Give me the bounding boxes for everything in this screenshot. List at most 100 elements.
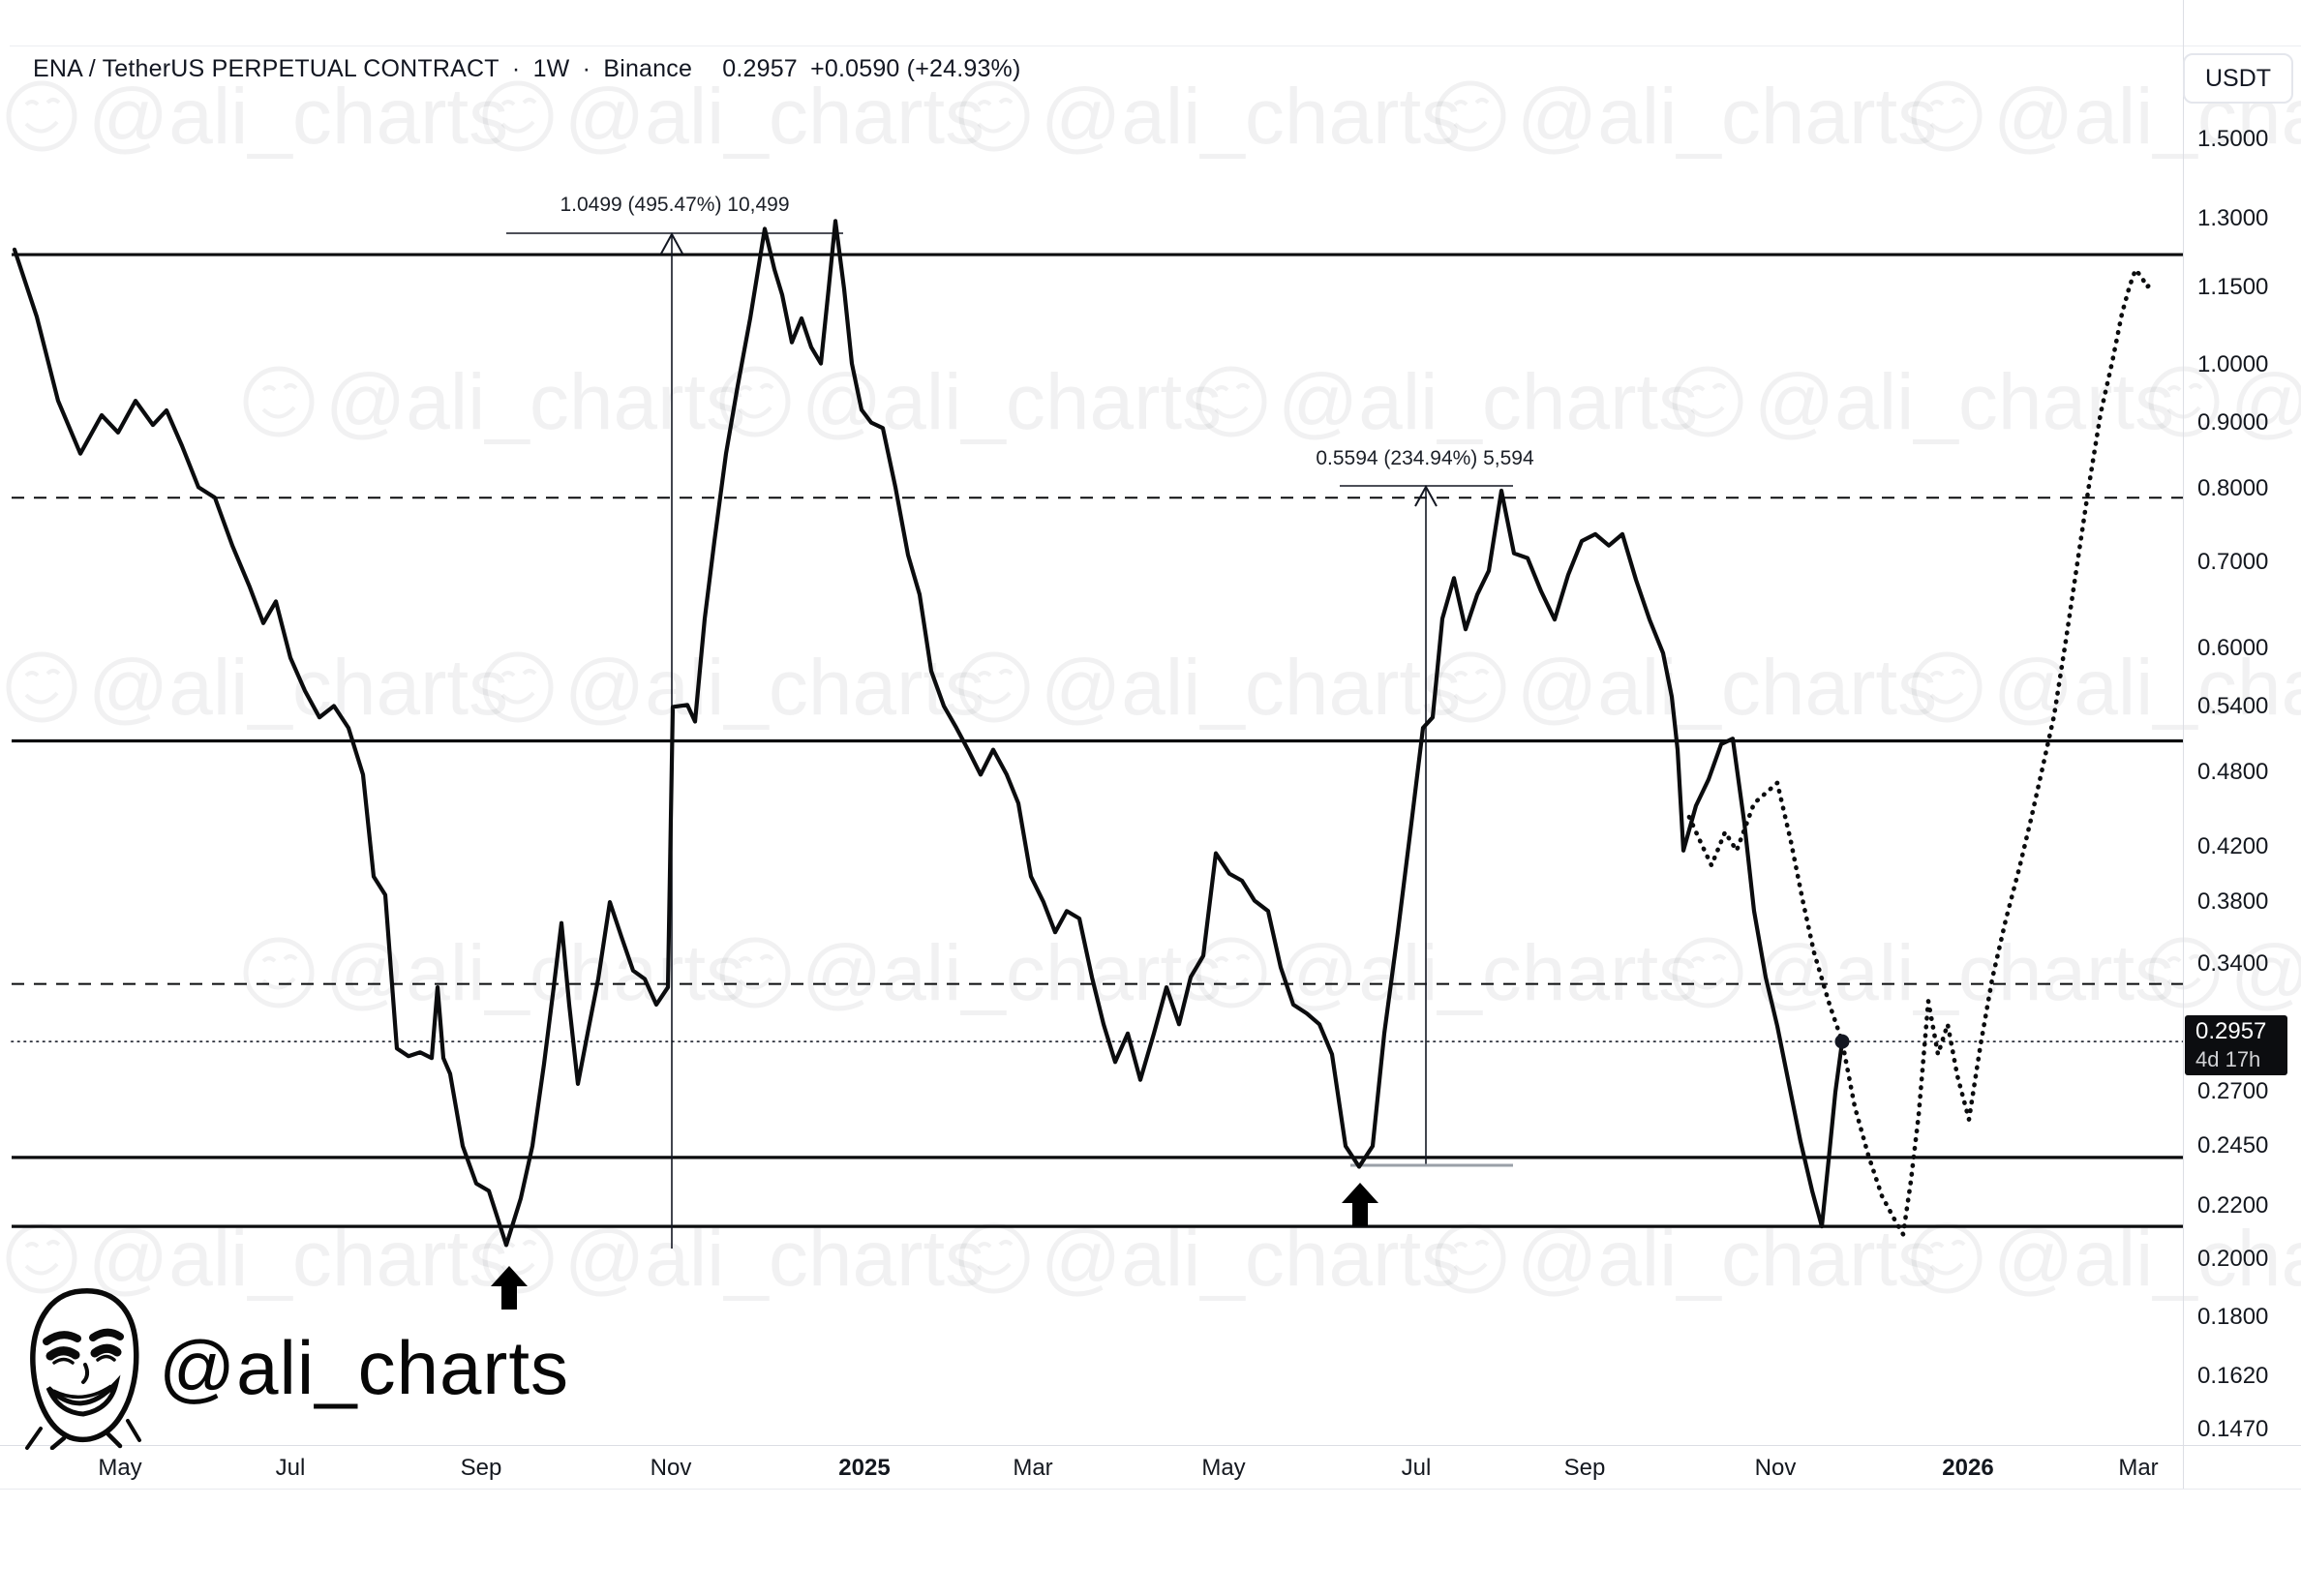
price-axis-tick[interactable]: 1.5000 [2197,126,2269,152]
svg-text:@ali_charts: @ali_charts [1993,1215,2301,1303]
watermark-tile: @ali_charts [1672,358,2174,446]
watermark-tile: @ali_charts [482,644,984,732]
svg-text:@ali_charts: @ali_charts [88,1215,508,1303]
svg-text:@ali_charts: @ali_charts [88,73,508,161]
arrow-up-marker-icon[interactable] [491,1266,528,1310]
svg-text:@ali_charts: @ali_charts [88,644,508,732]
price-line-series[interactable] [12,219,1845,1248]
watermark-tile: @ali_charts [1911,1215,2301,1303]
svg-text:@ali_charts: @ali_charts [2230,929,2301,1017]
price-axis-tick[interactable]: 1.0000 [2197,350,2269,377]
price-axis-tick[interactable]: 0.1620 [2197,1362,2269,1389]
current-price-badge[interactable]: 0.2957 4d 17h [2185,1015,2287,1075]
time-axis-label[interactable]: Sep [460,1455,502,1481]
time-axis-label[interactable]: Mar [1013,1455,1053,1481]
watermark-tile: @ali_charts [1911,644,2301,732]
chart-top-border [10,45,2301,46]
watermark-tile: @ali_charts [2148,358,2301,446]
time-axis-label[interactable]: May [98,1455,142,1481]
watermark-tile: @ali_charts [482,1215,984,1303]
watermark-tile: @ali_charts [1672,929,2174,1017]
svg-text:@ali_charts: @ali_charts [1041,73,1461,161]
price-axis-tick[interactable]: 0.4800 [2197,759,2269,786]
currency-usdt-label: USDT [2204,64,2272,92]
price-axis-tick[interactable]: 0.2700 [2197,1078,2269,1105]
time-axis-label[interactable]: Sep [1563,1455,1606,1481]
time-axis-label[interactable]: 2026 [1942,1455,1994,1481]
time-axis-label[interactable]: May [1201,1455,1246,1481]
watermark-tile: @ali_charts [482,73,984,161]
measure-tool-label[interactable]: 0.5594 (234.94%) 5,594 [1316,447,1534,469]
watermark-tile: @ali_charts [719,358,1222,446]
arrow-up-marker-icon[interactable] [1342,1183,1378,1226]
svg-text:@ali_charts: @ali_charts [1278,358,1698,446]
watermark-tile: @ali_charts [719,929,1222,1017]
price-axis-tick[interactable]: 1.1500 [2197,273,2269,300]
currency-usdt-button[interactable]: USDT [2183,53,2293,104]
measure-tool-label[interactable]: 1.0499 (495.47%) 10,499 [560,194,790,216]
price-axis-tick[interactable]: 0.1470 [2197,1416,2269,1443]
price-axis-tick[interactable]: 0.9000 [2197,409,2269,437]
symbol-title[interactable]: ENA / TetherUS PERPETUAL CONTRACT [33,55,500,82]
svg-text:@ali_charts: @ali_charts [1041,1215,1461,1303]
last-price-value: 0.2957 [722,55,798,82]
separator-dot: · [511,55,521,82]
price-axis-tick[interactable]: 0.4200 [2197,832,2269,859]
watermark-tile: @ali_charts [6,1215,508,1303]
symbol-header: ENA / TetherUS PERPETUAL CONTRACT · 1W ·… [33,55,1027,83]
ali-charts-handle: @ali_charts [159,1325,570,1410]
svg-text:@ali_charts: @ali_charts [802,929,1222,1017]
svg-text:@ali_charts: @ali_charts [1041,644,1461,732]
price-axis-tick[interactable]: 0.7000 [2197,549,2269,576]
time-axis-label[interactable]: Nov [1754,1455,1797,1481]
price-axis-border [2183,0,2184,1489]
watermark-tile: @ali_charts [958,644,1461,732]
time-axis-label[interactable]: Jul [1401,1455,1432,1481]
svg-text:@ali_charts: @ali_charts [1993,644,2301,732]
svg-text:@ali_charts: @ali_charts [2230,358,2301,446]
measure-tool-arrowhead-icon [1414,484,1438,507]
bar-countdown: 4d 17h [2195,1047,2261,1071]
price-axis-tick[interactable]: 0.5400 [2197,693,2269,720]
time-axis-label[interactable]: 2025 [838,1455,891,1481]
svg-text:@ali_charts: @ali_charts [1754,358,2174,446]
last-close-dot [1834,1034,1850,1049]
svg-text:@ali_charts: @ali_charts [325,358,745,446]
svg-text:@ali_charts: @ali_charts [1278,929,1698,1017]
ali-charts-face-icon [25,1288,141,1450]
time-axis-label[interactable]: Jul [275,1455,306,1481]
projection-dotted-path[interactable] [1686,267,2155,1237]
price-axis-tick[interactable]: 0.2000 [2197,1245,2269,1272]
price-axis-tick[interactable]: 0.3800 [2197,888,2269,916]
price-axis-tick[interactable]: 0.1800 [2197,1304,2269,1331]
price-change-value: +0.0590 (+24.93%) [810,55,1021,82]
time-axis-label[interactable]: Mar [2118,1455,2159,1481]
watermark-tile: @ali_charts [6,644,508,732]
watermark-tile: @ali_charts [6,73,508,161]
price-axis-tick[interactable]: 0.8000 [2197,474,2269,501]
watermark-tile: @ali_charts [2148,929,2301,1017]
ali-charts-logo: @ali_charts [12,1283,569,1450]
current-price-value: 0.2957 [2195,1018,2267,1044]
price-axis-tick[interactable]: 0.3400 [2197,949,2269,977]
price-axis-tick[interactable]: 0.6000 [2197,634,2269,661]
interval-label[interactable]: 1W [532,55,570,82]
price-axis-tick[interactable]: 0.2450 [2197,1132,2269,1159]
watermark-tile: @ali_charts [958,1215,1461,1303]
watermark-tile: @ali_charts [1196,358,1698,446]
time-axis-border [0,1445,2301,1446]
svg-text:@ali_charts: @ali_charts [1517,1215,1937,1303]
watermark-tile: @ali_charts [1435,73,1937,161]
svg-text:@ali_charts: @ali_charts [564,644,984,732]
watermark-tile: @ali_charts [958,73,1461,161]
separator-dot: · [582,55,591,82]
watermark-tile: @ali_charts [1435,644,1937,732]
time-axis-label[interactable]: Nov [650,1455,692,1481]
svg-text:@ali_charts: @ali_charts [1517,644,1937,732]
price-axis-tick[interactable]: 1.3000 [2197,205,2269,232]
watermark-tile: @ali_charts [1435,1215,1937,1303]
price-axis-tick[interactable]: 0.2200 [2197,1191,2269,1219]
svg-text:@ali_charts: @ali_charts [1754,929,2174,1017]
svg-text:@ali_charts: @ali_charts [564,73,984,161]
